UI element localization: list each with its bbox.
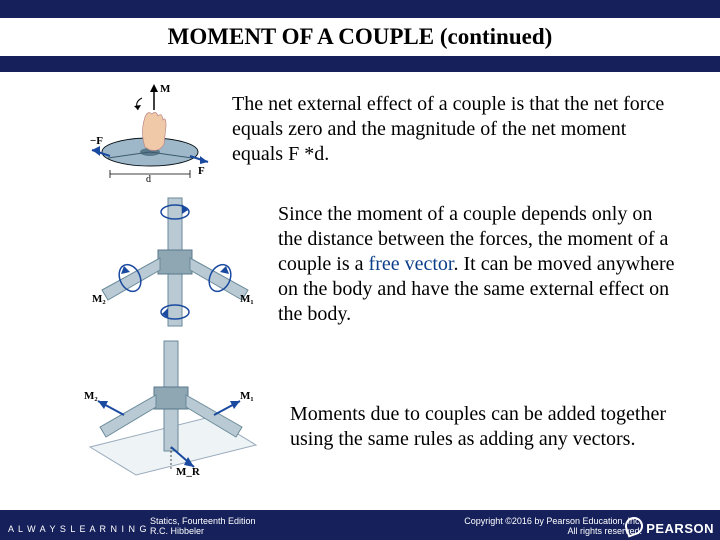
paragraph-2: Since the moment of a couple depends onl… (278, 202, 678, 327)
label-M1: M₁ (240, 390, 254, 402)
label-M1-r: M₁ (240, 293, 254, 305)
label-negF: −F (90, 135, 103, 147)
label-M2: M₂ (84, 390, 98, 402)
label-M: M (160, 83, 171, 95)
paragraph-1: The net external effect of a couple is t… (232, 92, 672, 167)
label-d: d (146, 174, 151, 182)
label-MR: M_R (176, 466, 201, 477)
figure-pipe-m1m2: M₂ M₁ (90, 192, 260, 332)
slide-title: MOMENT OF A COUPLE (continued) (0, 18, 720, 56)
footer-copy-2: All rights reserved. (464, 527, 642, 537)
pearson-logo: PEARSON (625, 517, 714, 536)
footer-bar: A L W A Y S L E A R N I N G Statics, Fou… (0, 510, 720, 540)
figure-pipe-resultant: M₂ M₁ M_R (80, 337, 260, 477)
footer-book-author: R.C. Hibbeler (150, 527, 256, 537)
header-band: MOMENT OF A COUPLE (continued) (0, 0, 720, 72)
label-F: F (198, 165, 205, 177)
footer-copyright: Copyright ©2016 by Pearson Education, In… (464, 517, 642, 537)
paragraph-3: Moments due to couples can be added toge… (290, 402, 690, 452)
footer-book-info: Statics, Fourteenth Edition R.C. Hibbele… (150, 517, 256, 537)
footer-always-learning: A L W A Y S L E A R N I N G (8, 524, 148, 534)
figure-hand-couple: M F −F d (90, 82, 210, 182)
label-M2-l: M₂ (92, 293, 106, 305)
free-vector-term: free vector (369, 253, 454, 275)
